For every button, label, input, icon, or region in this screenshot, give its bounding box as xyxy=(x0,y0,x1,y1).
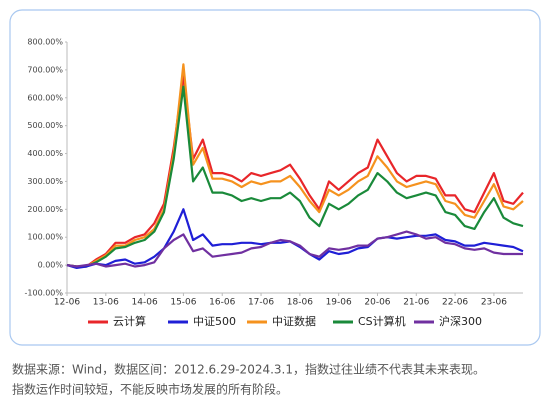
x-tick-label: 13-06 xyxy=(93,298,119,308)
footnote: 指数运作时间较短，不能反映市场发展的所有阶段。 xyxy=(12,382,288,397)
y-tick-label: 400.00% xyxy=(27,149,63,158)
legend-label: 中证数据 xyxy=(272,314,316,328)
y-tick-label: 500.00% xyxy=(27,121,63,130)
x-tick-label: 19-06 xyxy=(326,298,352,308)
series-line xyxy=(66,63,524,268)
legend-label: 中证500 xyxy=(193,315,236,328)
x-tick-label: 20-06 xyxy=(364,298,390,308)
series-line xyxy=(66,85,524,268)
y-tick-label: -100.00% xyxy=(25,289,64,298)
x-tick-label: 14-06 xyxy=(132,298,158,308)
y-tick-label: 600.00% xyxy=(27,93,63,102)
x-tick-label: 18-06 xyxy=(287,298,313,308)
x-tick-label: 22-06 xyxy=(442,298,468,308)
legend-label: CS计算机 xyxy=(358,314,406,328)
x-tick-label: 16-06 xyxy=(209,298,235,308)
y-tick-label: 700.00% xyxy=(27,65,63,74)
x-tick-label: 23-06 xyxy=(481,298,507,308)
x-tick-label: 12-06 xyxy=(54,298,80,308)
legend-label: 沪深300 xyxy=(439,314,482,328)
y-tick-label: 100.00% xyxy=(27,233,63,242)
series-line xyxy=(66,74,524,268)
x-tick-label: 21-06 xyxy=(403,298,429,308)
footnote: 数据来源：Wind，数据区间：2012.6.29-2024.3.1，指数过往业绩… xyxy=(12,362,485,377)
y-tick-label: 800.00% xyxy=(27,38,63,47)
x-tick-label: 17-06 xyxy=(248,298,274,308)
y-tick-label: 0.00% xyxy=(38,261,64,270)
y-tick-label: 200.00% xyxy=(27,205,63,214)
x-tick-label: 15-06 xyxy=(170,298,196,308)
legend-label: 云计算 xyxy=(113,314,146,328)
y-tick-label: 300.00% xyxy=(27,177,63,186)
chart-frame xyxy=(9,9,541,346)
series-line xyxy=(66,230,523,268)
